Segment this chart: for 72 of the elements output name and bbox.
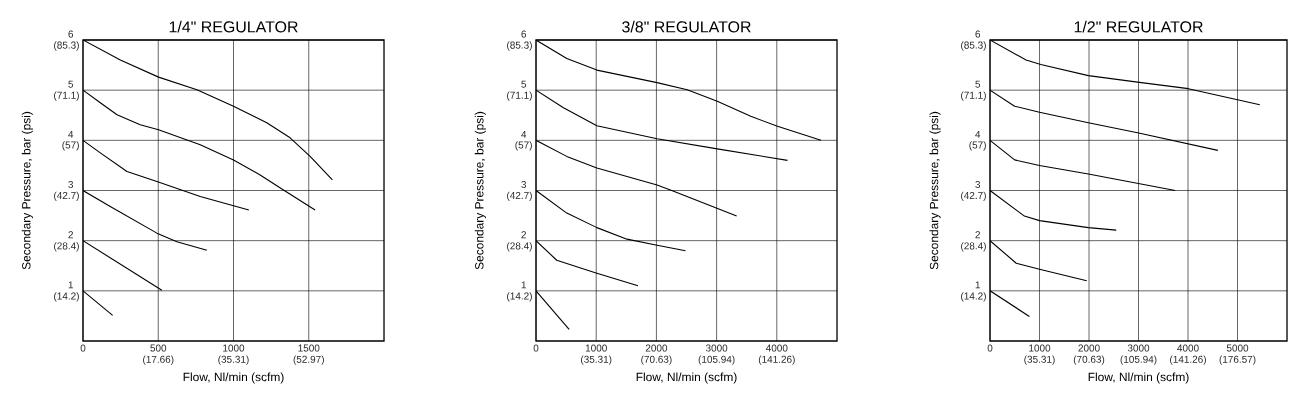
y-tick-label: 5 xyxy=(68,80,74,88)
x-tick-label: 1500 xyxy=(298,344,320,352)
x2-tick-label: (70.63) xyxy=(641,355,672,365)
y2-tick-label: (42.7) xyxy=(54,191,79,201)
y-tick-label: 2 xyxy=(68,231,73,239)
x2-tick-label: (141.26) xyxy=(758,355,795,365)
x2-tick-label: (141.26) xyxy=(1170,355,1206,365)
y-tick-label: 3 xyxy=(521,180,527,189)
x-tick-label: 1000 xyxy=(1029,344,1051,352)
y2-tick-label: (71.1) xyxy=(961,91,986,101)
x2-tick-label: (70.63) xyxy=(1073,355,1105,365)
x-tick-label: 4000 xyxy=(1177,344,1199,352)
y2-axis-title: Secondary Pressure, bar (psi) xyxy=(474,111,486,270)
chart-title: 3/8" REGULATOR xyxy=(622,20,751,33)
x2-tick-label: (176.57) xyxy=(1219,355,1256,365)
y-tick-label: 6 xyxy=(68,30,74,38)
y-tick-label: 2 xyxy=(521,231,526,239)
x-tick-label: 0 xyxy=(80,344,86,352)
y-tick-label: 2 xyxy=(975,231,980,239)
x-tick-label: 500 xyxy=(150,344,167,352)
y-tick-label: 4 xyxy=(521,130,527,138)
y-tick-label: 4 xyxy=(68,130,74,138)
x2-tick-label: (17.66) xyxy=(143,355,174,365)
y-tick-label: 6 xyxy=(975,30,981,38)
chart-title: 1/2" REGULATOR xyxy=(1074,20,1203,33)
x-tick-label: 3000 xyxy=(1127,344,1150,352)
y-tick-label: 1 xyxy=(521,281,527,289)
y-tick-label: 1 xyxy=(68,281,74,289)
y-tick-label: 1 xyxy=(975,281,981,289)
chart-title: 1/4" REGULATOR xyxy=(169,20,298,33)
x-tick-label: 0 xyxy=(987,344,993,352)
y2-tick-label: (42.7) xyxy=(961,191,986,201)
y-tick-label: 5 xyxy=(975,80,981,88)
y-tick-label: 6 xyxy=(521,30,527,38)
y2-tick-label: (14.2) xyxy=(961,292,986,302)
y2-tick-label: (14.2) xyxy=(54,292,79,302)
y-tick-label: 4 xyxy=(975,130,981,138)
x-tick-label: 2000 xyxy=(1078,344,1100,352)
x-tick-label: 1000 xyxy=(585,344,607,352)
y2-axis-title: Secondary Pressure, bar (psi) xyxy=(929,111,941,270)
y-tick-label: 3 xyxy=(68,180,74,189)
y2-tick-label: (71.1) xyxy=(507,91,532,101)
y-tick-label: 5 xyxy=(521,80,527,88)
x-tick-label: 0 xyxy=(533,344,539,352)
y2-axis-title: Secondary Pressure, bar (psi) xyxy=(21,111,33,270)
x2-tick-label: (35.31) xyxy=(218,355,249,365)
y-tick-label: 3 xyxy=(975,180,981,189)
y2-tick-label: (28.4) xyxy=(507,242,532,252)
y2-tick-label: (57) xyxy=(969,141,986,151)
x-axis-title: Flow, Nl/min (scfm) xyxy=(636,372,737,384)
x2-tick-label: (105.94) xyxy=(698,355,735,365)
x-tick-label: 4000 xyxy=(765,344,788,352)
y2-tick-label: (57) xyxy=(62,141,79,151)
y2-tick-label: (71.1) xyxy=(54,91,79,101)
y2-tick-label: (57) xyxy=(515,141,532,151)
y2-tick-label: (42.7) xyxy=(507,191,532,201)
x-tick-label: 1000 xyxy=(223,344,245,352)
y2-tick-label: (85.3) xyxy=(507,41,532,51)
x-tick-label: 5000 xyxy=(1226,344,1249,352)
y2-tick-label: (28.4) xyxy=(54,242,79,252)
x-tick-label: 3000 xyxy=(705,344,728,352)
x2-tick-label: (52.97) xyxy=(293,355,324,365)
x-tick-label: 2000 xyxy=(645,344,668,352)
x2-tick-label: (105.94) xyxy=(1120,355,1157,365)
x-axis-title: Flow, Nl/min (scfm) xyxy=(1088,372,1189,384)
x2-tick-label: (35.31) xyxy=(581,355,612,365)
x2-tick-label: (35.31) xyxy=(1024,355,1055,365)
y2-tick-label: (14.2) xyxy=(507,292,532,302)
y2-tick-label: (28.4) xyxy=(961,242,986,252)
x-axis-title: Flow, Nl/min (scfm) xyxy=(183,372,284,384)
y2-tick-label: (85.3) xyxy=(54,41,79,51)
y2-tick-label: (85.3) xyxy=(961,41,986,51)
